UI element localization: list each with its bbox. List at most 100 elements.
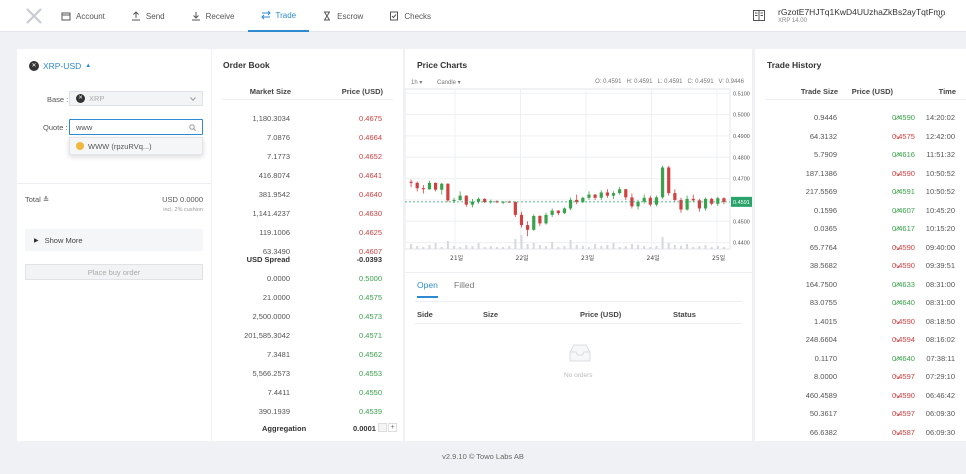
order-price: 0.5000 bbox=[359, 274, 382, 283]
order-size: 416.8074 bbox=[258, 171, 290, 180]
order-price: 0.4641 bbox=[359, 171, 382, 180]
base-select[interactable]: ✕ XRP bbox=[69, 91, 203, 106]
price-chart-panel: Price Charts 1h ▾ Candle ▾ O: 0.4591 H: … bbox=[405, 49, 752, 272]
nav-account[interactable]: Account bbox=[48, 0, 118, 32]
trade-time: 06:46:42 bbox=[925, 390, 955, 400]
footer-version: v2.9.10 © Towo Labs AB bbox=[442, 452, 524, 461]
place-buy-order-button[interactable]: Place buy order bbox=[25, 264, 203, 280]
bid-row[interactable]: 390.1939 0.4539 bbox=[212, 402, 402, 422]
trade-history-title: Trade History bbox=[767, 60, 822, 70]
hourglass-icon bbox=[324, 11, 331, 21]
caret-right-icon: ▶ bbox=[34, 237, 39, 244]
nav-checks[interactable]: Checks bbox=[376, 0, 444, 32]
candle-body bbox=[427, 182, 432, 190]
quote-search-input[interactable]: www bbox=[69, 119, 203, 135]
candle-body bbox=[685, 198, 689, 210]
trade-time: 10:50:52 bbox=[925, 168, 955, 178]
trade-history-panel: Trade History Trade Size Price (USD) Tim… bbox=[755, 49, 966, 441]
order-book-title: Order Book bbox=[223, 60, 270, 70]
chevron-down-icon[interactable] bbox=[937, 14, 944, 19]
ask-row[interactable]: 119.1006 0.4625 bbox=[212, 223, 402, 243]
chart-style-select[interactable]: Candle ▾ bbox=[437, 80, 461, 86]
candle-body bbox=[440, 183, 444, 190]
arrow-down-icon: ↘ bbox=[894, 409, 901, 418]
total-value: USD 0.0000 bbox=[162, 195, 203, 204]
ask-row[interactable]: 381.9542 0.4640 bbox=[212, 185, 402, 205]
tab-filled[interactable]: Filled bbox=[454, 280, 474, 298]
trade-row: 38.5682 0.4590 ↘ 09:39:51 bbox=[755, 257, 965, 276]
check-document-icon bbox=[390, 11, 399, 21]
aggregation-decrease-button[interactable] bbox=[378, 423, 387, 432]
candle-body bbox=[538, 215, 542, 224]
order-size: 1,180.3034 bbox=[252, 114, 290, 123]
aggregation-increase-button[interactable]: + bbox=[388, 423, 397, 432]
col-time: Time bbox=[938, 87, 956, 96]
interval-select[interactable]: 1h ▾ bbox=[411, 80, 423, 86]
trade-size: 1.4015 bbox=[814, 316, 837, 326]
volume-bar bbox=[649, 247, 652, 249]
trade-size: 0.9446 bbox=[814, 113, 837, 122]
candle-body bbox=[452, 199, 456, 201]
bid-row[interactable]: 7.4411 0.4550 bbox=[212, 383, 402, 403]
volume-bar bbox=[618, 247, 621, 249]
bid-row[interactable]: 21.0000 0.4575 bbox=[212, 288, 402, 308]
volume-bar bbox=[569, 240, 572, 249]
logo-icon[interactable] bbox=[24, 6, 44, 26]
trade-price-value: 0.4607 bbox=[892, 205, 915, 215]
base-label: Base : bbox=[47, 95, 69, 104]
candlestick-chart[interactable]: 0.51000.50000.49000.48000.47000.46000.45… bbox=[405, 87, 752, 272]
trade-row: 66.6382 0.4587 ↘ 06:09:30 bbox=[755, 424, 965, 442]
ask-row[interactable]: 416.8074 0.4641 bbox=[212, 166, 402, 186]
ask-row[interactable]: 7.0876 0.4664 bbox=[212, 128, 402, 148]
arrow-up-icon: ↗ bbox=[894, 353, 901, 363]
volume-bar bbox=[557, 247, 560, 249]
ask-row[interactable]: 63.3490 0.4607 bbox=[212, 242, 402, 262]
candle-body bbox=[703, 198, 708, 209]
arrow-down-icon: ↘ bbox=[894, 316, 901, 326]
volume-bar bbox=[526, 244, 529, 249]
bid-row[interactable]: 0.0000 0.5000 bbox=[212, 269, 402, 289]
nav-send[interactable]: Send bbox=[118, 0, 178, 32]
trade-price-value: 0.4590 bbox=[892, 316, 915, 326]
quote-option[interactable]: WWW (rpzuRVq...) bbox=[70, 138, 202, 154]
account-balance: XRP 14.00 bbox=[778, 18, 807, 24]
candle-body bbox=[654, 197, 659, 205]
bid-row[interactable]: 201,585.3042 0.4571 bbox=[212, 326, 402, 346]
bid-row[interactable]: 5,566.2573 0.4553 bbox=[212, 364, 402, 384]
trade-price-value: 0.4590 bbox=[892, 113, 915, 122]
order-price: 0.4640 bbox=[359, 190, 382, 199]
nav-trade[interactable]: Trade bbox=[247, 0, 310, 32]
trade-time: 09:40:00 bbox=[925, 242, 955, 252]
show-more-toggle[interactable]: ▶ Show More bbox=[25, 229, 203, 251]
pair-selector[interactable]: ✕ XRP-USD ▲ bbox=[29, 59, 91, 73]
trade-price-value: 0.4575 bbox=[892, 131, 915, 141]
nav-receive[interactable]: Receive bbox=[178, 0, 248, 32]
ask-row[interactable]: 1,141.4237 0.4630 bbox=[212, 204, 402, 224]
aggregation-label: Aggregation bbox=[262, 424, 307, 433]
tab-open[interactable]: Open bbox=[417, 280, 438, 298]
quote-dropdown: WWW (rpzuRVq...) bbox=[69, 137, 203, 155]
trade-size: 38.5682 bbox=[809, 261, 837, 270]
chevron-down-icon bbox=[190, 97, 196, 101]
ask-row[interactable]: 7.1773 0.4652 bbox=[212, 147, 402, 167]
order-price: 0.4562 bbox=[359, 350, 382, 359]
volume-bar bbox=[453, 246, 456, 249]
nav-escrow[interactable]: Escrow bbox=[309, 0, 376, 32]
account-switcher[interactable]: rGzotE7HJTq1KwD4UUzhaZkBs2ayTqtFmn XRP 1… bbox=[750, 5, 960, 27]
candle-body bbox=[636, 201, 640, 207]
trade-time: 08:18:50 bbox=[925, 316, 955, 326]
bid-row[interactable]: 2,500.0000 0.4573 bbox=[212, 307, 402, 327]
trade-price-value: 0.4591 bbox=[892, 187, 915, 196]
volume-bar bbox=[594, 244, 597, 249]
trade-time: 08:31:00 bbox=[925, 279, 955, 289]
bid-row[interactable]: 7.3481 0.4562 bbox=[212, 345, 402, 365]
arrow-down-icon: ↘ bbox=[894, 242, 901, 252]
candle-body bbox=[483, 198, 487, 203]
volume-bar bbox=[459, 247, 462, 249]
trade-time: 07:29:10 bbox=[925, 372, 955, 381]
arrow-down-icon: ↘ bbox=[894, 261, 901, 270]
volume-bar bbox=[698, 246, 701, 249]
ask-row[interactable]: 1,180.3034 0.4675 bbox=[212, 109, 402, 129]
download-icon bbox=[191, 12, 200, 21]
trade-time: 10:15:20 bbox=[925, 224, 955, 233]
